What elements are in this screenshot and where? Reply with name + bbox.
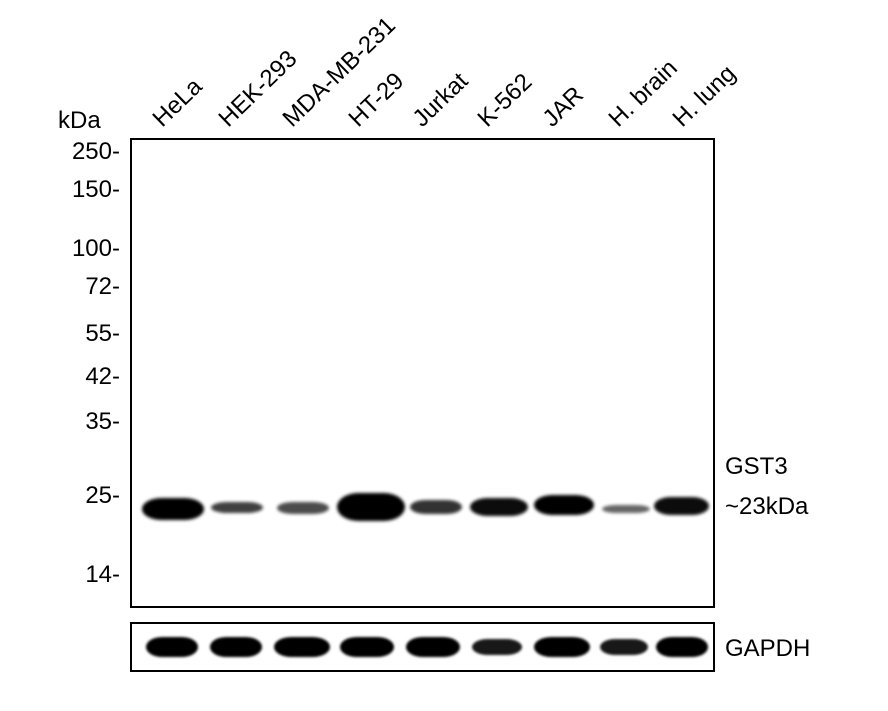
- loading-band: [534, 637, 590, 657]
- mw-marker-label: 35-: [85, 408, 120, 436]
- lane-label: H. brain: [604, 54, 684, 133]
- western-blot-figure: kDa 250-150-100-72-55-42-35-25-14- HeLaH…: [0, 0, 888, 711]
- target-band: [410, 500, 462, 514]
- target-band: [470, 498, 528, 516]
- loading-band: [146, 637, 198, 657]
- mw-marker-label: 42-: [85, 363, 120, 391]
- mw-marker-label: 25-: [85, 482, 120, 510]
- loading-band: [210, 637, 262, 657]
- lane-labels-row: HeLaHEK-293MDA-MB-231HT-29JurkatK-562JAR…: [118, 0, 738, 145]
- loading-control-label: GAPDH: [725, 635, 810, 663]
- lane-label: MDA-MB-231: [278, 12, 402, 133]
- target-band: [211, 502, 263, 513]
- target-band: [534, 495, 594, 515]
- target-band: [654, 497, 709, 515]
- mw-marker-label: 14-: [85, 561, 120, 589]
- loading-band: [274, 637, 330, 657]
- loading-band: [656, 637, 708, 657]
- mw-marker-label: 100-: [72, 235, 120, 263]
- target-band: [337, 493, 405, 521]
- main-blot-panel: [130, 138, 715, 608]
- target-band: [602, 505, 650, 513]
- target-band: [277, 502, 329, 514]
- loading-blot-panel: [130, 622, 715, 672]
- loading-band: [406, 637, 460, 657]
- mw-marker-label: 150-: [72, 176, 120, 204]
- mw-marker-label: 250-: [72, 138, 120, 166]
- lane-label: Jurkat: [408, 67, 474, 133]
- loading-band: [472, 639, 522, 655]
- mw-marker-label: 72-: [85, 273, 120, 301]
- mw-unit-label: kDa: [58, 107, 101, 135]
- lane-label: K-562: [473, 68, 539, 133]
- loading-band: [600, 639, 648, 655]
- loading-band: [340, 637, 394, 657]
- lane-label: HeLa: [148, 73, 209, 133]
- target-band: [142, 498, 204, 520]
- target-protein-label: GST3: [725, 453, 788, 481]
- lane-label: JAR: [538, 81, 590, 133]
- observed-size-label: ~23kDa: [725, 493, 808, 521]
- mw-marker-label: 55-: [85, 320, 120, 348]
